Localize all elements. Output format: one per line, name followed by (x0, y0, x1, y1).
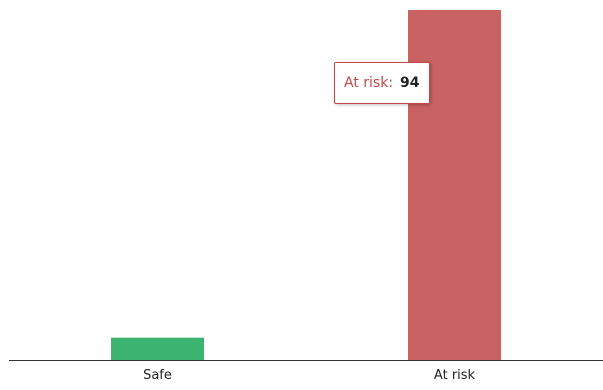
bar-tooltip: At risk: 94 (334, 62, 430, 104)
tick-labels-group: Safe At risk (143, 368, 475, 383)
tooltip-label: At risk: (344, 75, 394, 91)
tick-label-at-risk: At risk (434, 368, 476, 383)
bar-safe[interactable] (111, 337, 204, 360)
bars-group (111, 10, 501, 360)
tick-label-safe: Safe (143, 368, 172, 383)
tooltip-value: 94 (400, 75, 420, 91)
